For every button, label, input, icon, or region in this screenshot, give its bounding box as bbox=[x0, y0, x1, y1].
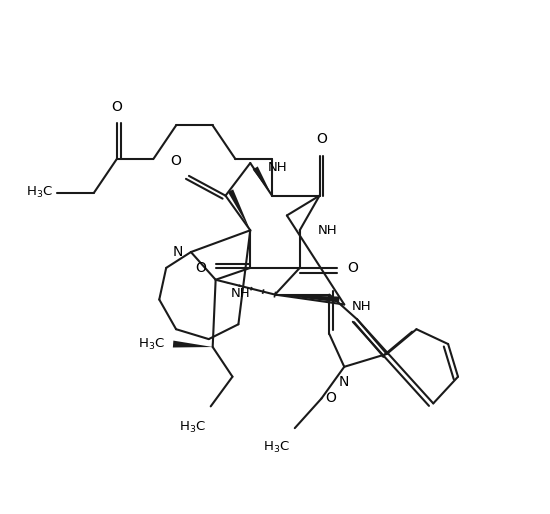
Text: H$_3$C: H$_3$C bbox=[179, 420, 206, 435]
Polygon shape bbox=[173, 341, 213, 347]
Text: O: O bbox=[326, 392, 336, 406]
Polygon shape bbox=[252, 167, 272, 196]
Text: O: O bbox=[111, 100, 122, 114]
Text: NH: NH bbox=[268, 161, 288, 174]
Polygon shape bbox=[228, 189, 250, 230]
Text: N: N bbox=[339, 375, 349, 389]
Text: O: O bbox=[347, 261, 358, 275]
Polygon shape bbox=[275, 295, 339, 303]
Text: NH: NH bbox=[230, 286, 250, 300]
Text: NH: NH bbox=[352, 300, 372, 313]
Text: H$_3$C: H$_3$C bbox=[263, 440, 290, 455]
Text: H$_3$C: H$_3$C bbox=[138, 337, 165, 352]
Text: H$_3$C: H$_3$C bbox=[25, 185, 52, 200]
Text: N: N bbox=[173, 245, 183, 259]
Text: O: O bbox=[170, 154, 181, 168]
Text: O: O bbox=[316, 132, 327, 146]
Text: O: O bbox=[195, 261, 206, 275]
Text: NH: NH bbox=[317, 224, 337, 237]
